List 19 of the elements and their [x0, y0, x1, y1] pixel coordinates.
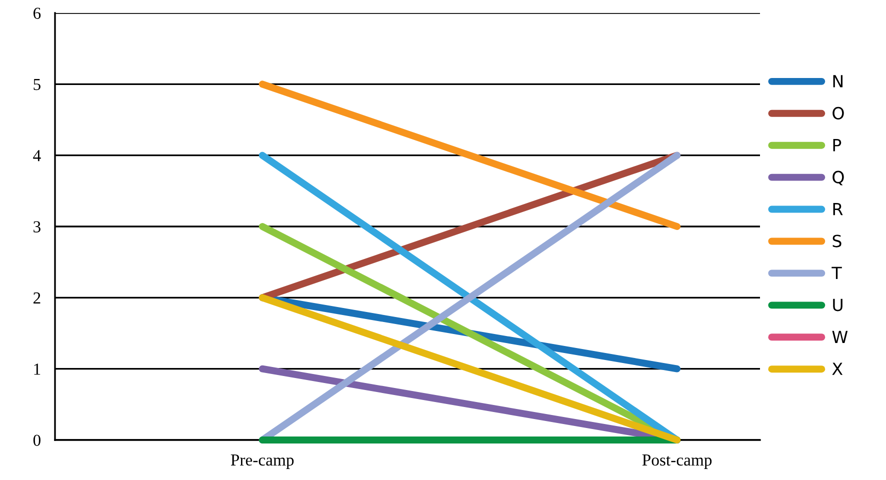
legend-label: N [833, 75, 842, 88]
y-tick-label: 2 [34, 292, 40, 304]
x-tick-label: Post-camp [642, 454, 712, 470]
legend-label: S [832, 234, 842, 248]
legend-label: O [832, 106, 844, 120]
y-tick-label: 5 [34, 79, 40, 90]
legend-label: P [833, 139, 842, 152]
y-tick-label: 0 [33, 434, 40, 446]
y-tick-label: 3 [34, 221, 40, 232]
y-tick-label: 1 [34, 364, 40, 375]
y-tick-label: 6 [33, 8, 41, 19]
legend-label: W [832, 330, 848, 343]
y-tick-label: 4 [33, 150, 41, 162]
legend-label: Q [832, 170, 844, 186]
legend-label: U [833, 298, 842, 312]
x-tick-label: Pre-camp [230, 454, 294, 470]
legend-label: X [832, 362, 843, 375]
legend-label: R [833, 202, 843, 216]
legend-label: T [832, 266, 842, 280]
